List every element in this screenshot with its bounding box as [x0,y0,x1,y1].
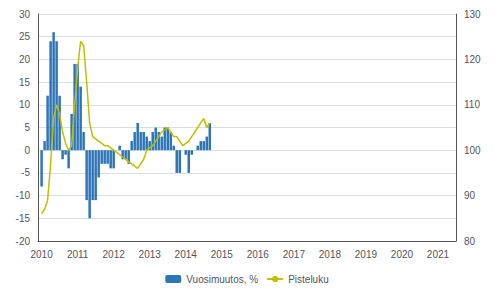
svg-text:-15: -15 [16,213,31,224]
svg-text:2019: 2019 [355,249,378,260]
svg-text:2020: 2020 [391,249,414,260]
svg-text:10: 10 [19,99,31,110]
svg-text:25: 25 [19,31,31,42]
svg-text:2014: 2014 [175,249,198,260]
svg-text:2018: 2018 [319,249,342,260]
svg-text:20: 20 [19,54,31,65]
svg-text:2016: 2016 [247,249,270,260]
svg-text:80: 80 [464,236,476,247]
svg-text:2013: 2013 [139,249,162,260]
svg-text:2017: 2017 [283,249,306,260]
svg-text:90: 90 [464,190,476,201]
svg-text:Vuosimuutos, %: Vuosimuutos, % [186,274,258,285]
svg-text:110: 110 [464,99,480,110]
svg-text:5: 5 [24,122,30,133]
svg-text:30: 30 [19,9,31,20]
svg-text:-20: -20 [16,236,31,247]
svg-text:Pisteluku: Pisteluku [288,274,329,285]
svg-text:2010: 2010 [30,249,53,260]
svg-text:-10: -10 [16,190,31,201]
svg-text:2012: 2012 [103,249,126,260]
svg-text:2021: 2021 [427,249,450,260]
svg-text:2011: 2011 [67,249,89,260]
svg-text:0: 0 [24,145,30,156]
svg-text:130: 130 [464,9,481,20]
svg-text:100: 100 [464,145,481,156]
svg-text:120: 120 [464,54,481,65]
svg-text:2015: 2015 [211,249,234,260]
svg-text:15: 15 [19,77,31,88]
svg-text:-5: -5 [21,167,30,178]
